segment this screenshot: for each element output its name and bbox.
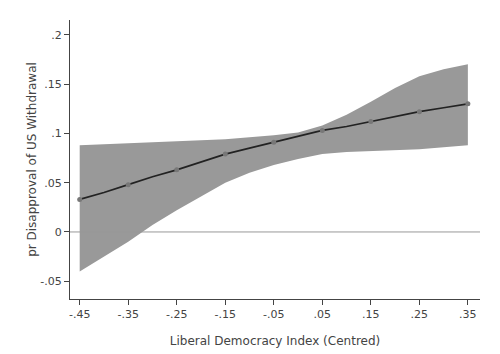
svg-text:.35: .35	[459, 308, 477, 321]
svg-text:-.15: -.15	[215, 308, 236, 321]
svg-text:Liberal Democracy Index (Centr: Liberal Democracy Index (Centred)	[170, 334, 380, 348]
svg-text:-.05: -.05	[263, 308, 284, 321]
svg-text:-.05: -.05	[40, 275, 61, 288]
svg-text:.15: .15	[44, 78, 62, 91]
svg-text:.1: .1	[51, 127, 62, 140]
svg-text:.05: .05	[44, 177, 62, 190]
svg-text:-.25: -.25	[166, 308, 187, 321]
svg-text:-.35: -.35	[117, 308, 138, 321]
svg-text:-.45: -.45	[69, 308, 90, 321]
svg-text:0: 0	[55, 226, 62, 239]
svg-text:.05: .05	[314, 308, 332, 321]
svg-text:.25: .25	[411, 308, 429, 321]
svg-text:.2: .2	[51, 29, 62, 42]
svg-text:pr Disapproval of US Withdrawa: pr Disapproval of US Withdrawal	[25, 62, 39, 257]
svg-text:.15: .15	[362, 308, 380, 321]
